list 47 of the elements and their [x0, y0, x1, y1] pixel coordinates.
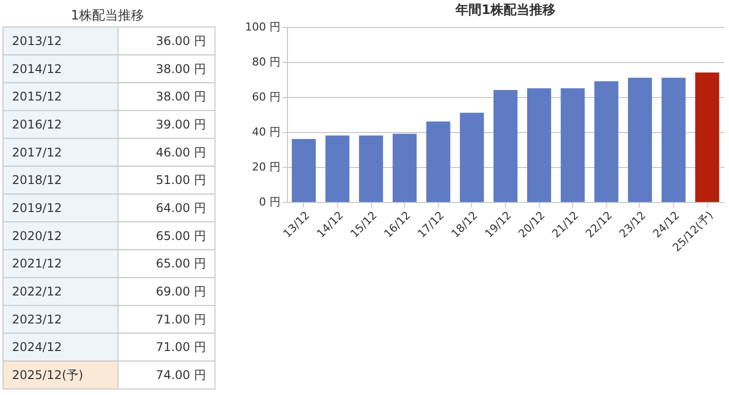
- bar: [325, 136, 350, 202]
- bar: [426, 122, 450, 202]
- text: 1株配当推移: [70, 8, 144, 24]
- category-label: 2017/12: [12, 145, 62, 160]
- text: 69.00 円: [156, 284, 206, 299]
- bar: [594, 81, 618, 202]
- bar: [359, 136, 384, 202]
- category-label: 2020/12: [12, 228, 62, 243]
- category-label: 2021/12: [12, 256, 62, 271]
- text: 71.00 円: [156, 312, 206, 326]
- text: 38.00 円: [156, 90, 206, 104]
- text: 65.00 円: [156, 256, 206, 271]
- y-tick-label: 60 円: [252, 90, 280, 104]
- category-label: 2016/12: [12, 117, 62, 132]
- bar: [292, 139, 316, 202]
- category-label: 2015/12: [12, 90, 62, 104]
- text: 36.00 円: [156, 34, 206, 48]
- bar: [628, 78, 652, 202]
- text: 65.00 円: [156, 228, 206, 243]
- category-label: 2018/12: [12, 173, 62, 188]
- chart-title: 年間1株配当推移: [454, 3, 556, 18]
- text: 39.00 円: [156, 117, 206, 132]
- category-label: 2025/12(予): [12, 368, 84, 382]
- bar: [527, 88, 552, 202]
- category-label: 2024/12: [12, 340, 62, 354]
- y-tick-label: 0 円: [259, 196, 280, 208]
- category-label: 2019/12: [12, 201, 62, 215]
- y-tick-label: 40 円: [252, 126, 280, 138]
- bar: [695, 72, 720, 202]
- text: 71.00 円: [156, 340, 206, 354]
- bar: [392, 134, 417, 202]
- y-tick-label: 80 円: [252, 56, 280, 68]
- bar: [560, 88, 585, 202]
- bar: [494, 90, 518, 202]
- y-tick-label: 20 円: [252, 160, 280, 174]
- y-tick-label: 100 円: [245, 20, 280, 34]
- text: 38.00 円: [156, 62, 206, 76]
- text: 51.00 円: [156, 173, 206, 188]
- bar: [662, 78, 686, 202]
- category-label: 2023/12: [12, 312, 62, 326]
- bar: [460, 112, 484, 202]
- category-label: 2013/12: [12, 34, 62, 48]
- text: 74.00 円: [156, 368, 206, 382]
- category-label: 2022/12: [12, 284, 62, 299]
- text: 46.00 円: [156, 145, 206, 160]
- category-label: 2014/12: [12, 62, 62, 76]
- text: 64.00 円: [156, 201, 206, 215]
